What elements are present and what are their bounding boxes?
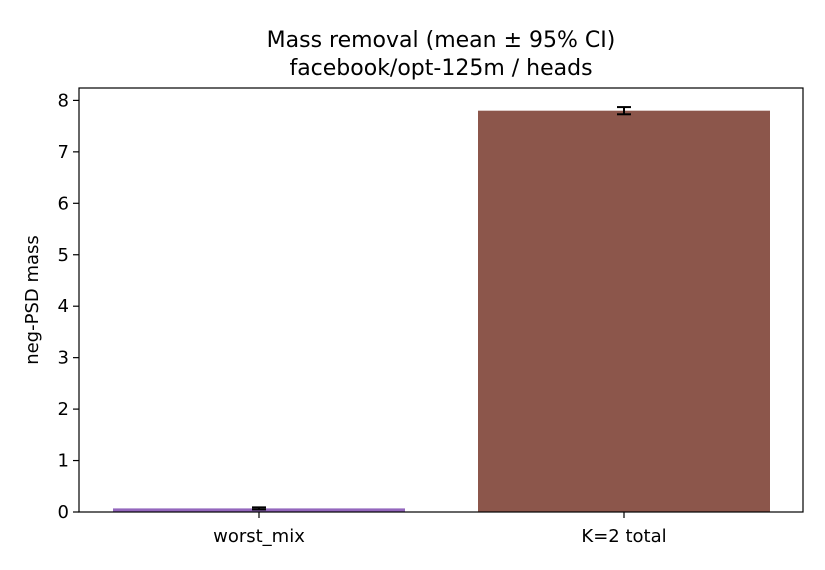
y-tick-label: 3 (58, 348, 69, 369)
chart-title-line-1: Mass removal (mean ± 95% CI) (267, 28, 616, 53)
bar-2 (478, 110, 770, 512)
y-tick-label: 2 (58, 399, 69, 420)
chart-title-line-2: facebook/opt-125m / heads (289, 56, 592, 81)
y-tick-label: 1 (58, 451, 69, 472)
y-tick-label: 6 (58, 193, 69, 214)
y-tick-label: 4 (58, 296, 69, 317)
y-tick-label: 8 (58, 90, 69, 111)
y-tick-label: 5 (58, 245, 69, 266)
y-axis-label: neg-PSD mass (22, 235, 43, 365)
y-tick-label: 0 (58, 502, 69, 523)
y-tick-label: 7 (58, 142, 69, 163)
x-tick-label: worst_mix (213, 526, 305, 547)
x-tick-label: K=2 total (581, 526, 666, 547)
plot-frame (78, 87, 804, 513)
